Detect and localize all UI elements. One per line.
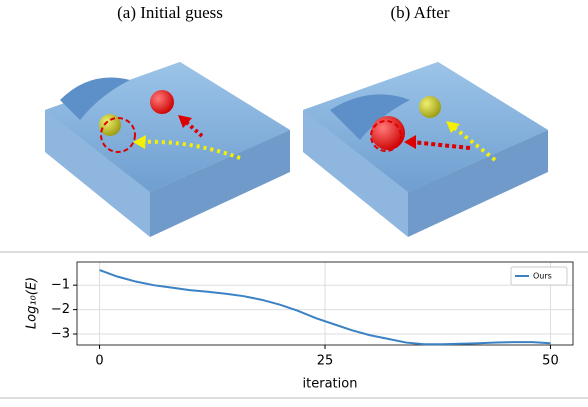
caption: (b) After [390,3,449,22]
y-tick-label: −3 [51,327,70,342]
plot-frame [76,261,574,346]
caption: (a) Initial guess [117,3,223,22]
illustration-a [45,62,290,237]
legend-box [510,266,568,286]
y-tick-label: −1 [51,278,70,293]
line [99,269,551,346]
chart: iteration Log₁₀(E) −1 −2 −3 0 25 50 Ours [25,261,574,392]
y-tick-label: −2 [51,302,70,317]
x-axis-label: iteration [303,377,358,392]
legend-label: Ours [533,272,552,281]
y-axis-label: Log₁₀(E) [25,277,40,329]
x-tick-label: 50 [542,354,559,369]
x-tick-label: 0 [95,354,103,369]
x-tick-label: 25 [317,354,334,369]
illustration-b [303,62,548,237]
